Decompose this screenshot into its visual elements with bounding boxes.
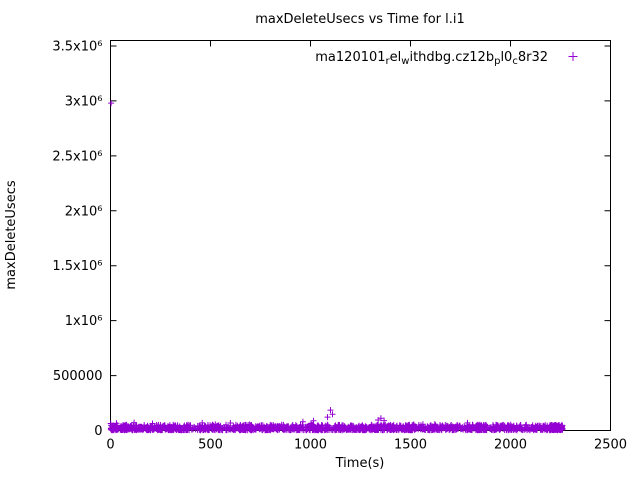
y-tick-label: 2x10⁶ xyxy=(65,204,103,219)
x-tick-label: 2500 xyxy=(594,438,627,453)
data-points xyxy=(107,100,566,434)
axes: 0 500 1000 1500 2000 2500 0 500000 1x10⁶ 1.5x10⁶ 2… xyxy=(52,39,627,452)
chart-title: maxDeleteUsecs vs Time for l.i1 xyxy=(255,12,465,27)
x-tick-label: 1500 xyxy=(394,438,427,453)
y-tick-label: 2.5x10⁶ xyxy=(52,149,102,164)
legend-marker-plus-icon xyxy=(568,52,578,61)
x-tick-label: 2000 xyxy=(494,438,527,453)
x-tick-label: 0 xyxy=(106,438,114,453)
axis-ticks xyxy=(110,40,611,431)
y-tick-label: 1.5x10⁶ xyxy=(52,259,102,274)
x-tick-label: 1000 xyxy=(294,438,327,453)
y-tick-label: 1x10⁶ xyxy=(65,314,103,329)
series-plus-markers xyxy=(107,100,566,434)
x-tick-label: 500 xyxy=(198,438,223,453)
y-tick-label: 0 xyxy=(94,424,102,439)
y-tick-label: 3x10⁶ xyxy=(65,94,103,109)
legend: ma120101relwithdbg.cz12bpl0c8r32 xyxy=(315,50,578,67)
legend-label: ma120101relwithdbg.cz12bpl0c8r32 xyxy=(315,50,548,67)
y-tick-label: 3.5x10⁶ xyxy=(52,39,102,54)
x-axis-label: Time(s) xyxy=(335,456,385,471)
plot-border xyxy=(110,40,611,431)
y-tick-label: 500000 xyxy=(53,369,103,384)
y-axis-label: maxDeleteUsecs xyxy=(4,180,19,289)
